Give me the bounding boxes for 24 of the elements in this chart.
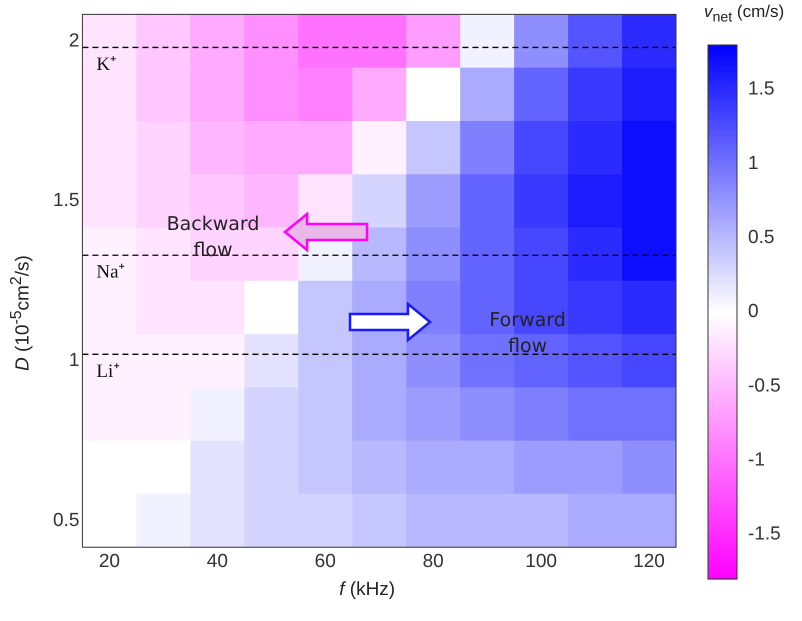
color-bar-label: -0.5 xyxy=(748,375,781,396)
y-tick-label: 2 xyxy=(68,30,80,52)
annotation: Li⁺ xyxy=(96,360,120,382)
color-bar-label: 0.5 xyxy=(748,227,774,248)
color-bar-label: 0 xyxy=(748,301,759,322)
annotation: Backward flow xyxy=(166,213,260,262)
x-tick-label: 80 xyxy=(422,550,444,572)
y-tick-label: 0.5 xyxy=(52,510,80,531)
color-bar-title: v$_{net}$ (cm/s) xyxy=(704,2,784,26)
x-tick-label: 120 xyxy=(633,550,665,572)
x-tick-label: 20 xyxy=(98,550,120,572)
color-bar-label: 1 xyxy=(748,152,759,174)
y-tick-label: 1 xyxy=(68,350,80,371)
annotation: Na⁺ xyxy=(96,262,125,283)
annotation: Forward flow xyxy=(489,309,566,358)
x-axis-title: f (kHz) xyxy=(339,579,396,602)
color-bar-label: -1 xyxy=(748,450,765,471)
x-tick-label: 40 xyxy=(206,550,228,572)
y-tick-label: 1.5 xyxy=(52,190,80,212)
annotation: K⁺ xyxy=(96,54,116,75)
color-bar-label: -1.5 xyxy=(748,524,781,545)
x-tick-label: 100 xyxy=(525,550,557,572)
color-bar-label: 1.5 xyxy=(748,78,774,100)
x-tick-label: 60 xyxy=(314,550,336,572)
